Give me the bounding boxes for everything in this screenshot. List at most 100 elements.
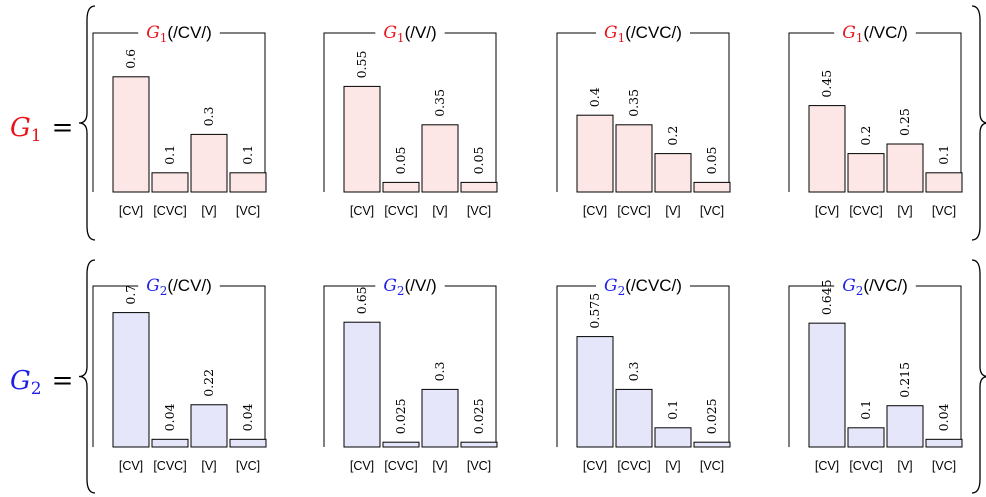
panel-title-symbol: G <box>604 276 618 296</box>
category-label: [V] <box>201 459 216 473</box>
category-label: [VC] <box>467 459 491 473</box>
bar-value-label: 0.1 <box>858 400 873 420</box>
category-label: [VC] <box>932 204 956 218</box>
panel-title-subscript: 2 <box>856 284 864 298</box>
panel-title-argument: (/V/) <box>405 23 437 42</box>
equals-sign: = <box>52 366 74 396</box>
bar-value-label: 0.25 <box>897 108 912 136</box>
bar-value-label: 0.35 <box>432 89 447 117</box>
category-label: [CVC] <box>849 204 882 218</box>
bar <box>460 441 498 448</box>
bar <box>615 124 653 193</box>
category-label: [V] <box>897 459 912 473</box>
bar-value-label: 0.4 <box>587 87 602 107</box>
bar <box>808 322 846 448</box>
left-brace <box>78 259 96 494</box>
bar-value-label: 0.025 <box>393 398 408 434</box>
right-brace <box>971 259 986 494</box>
panel-frame <box>92 285 266 447</box>
category-label: [CV] <box>815 459 839 473</box>
bar <box>460 181 498 193</box>
panel-title-subscript: 1 <box>618 31 626 45</box>
bar-value-label: 0.55 <box>354 51 369 79</box>
panel-title-symbol: G <box>842 276 856 296</box>
row-label-symbol: G <box>10 366 31 396</box>
row-label-subscript: 2 <box>31 379 42 399</box>
bar <box>190 133 228 193</box>
bar-chart-panel: G2(/VC/) 0.645 [CV] 0.1 [CVC] 0.215 [V] 0.04 [VC… <box>788 276 963 473</box>
bar <box>615 388 653 448</box>
bar <box>343 321 381 448</box>
category-label: [CV] <box>119 204 143 218</box>
bar-value-label: 0.04 <box>162 403 177 431</box>
bar <box>808 105 846 193</box>
right-brace <box>971 5 986 241</box>
panel-title: G1(/CV/) <box>146 23 212 45</box>
bar-value-label: 0.645 <box>819 279 834 315</box>
bar <box>576 114 614 193</box>
bar-value-label: 0.3 <box>626 361 641 381</box>
panel-title-symbol: G <box>146 23 160 43</box>
panel-title-symbol: G <box>383 23 397 43</box>
bar <box>343 85 381 193</box>
bar-value-label: 0.1 <box>665 400 680 420</box>
panel-title: G2(/VC/) <box>842 276 908 298</box>
bar-value-label: 0.05 <box>393 147 408 175</box>
bar <box>693 181 731 193</box>
bar <box>847 427 885 448</box>
category-label: [V] <box>665 204 680 218</box>
category-label: [CVC] <box>849 459 882 473</box>
category-label: [CVC] <box>384 459 417 473</box>
bar <box>576 336 614 448</box>
panel-frame <box>92 32 266 192</box>
bar <box>229 172 267 193</box>
bar-value-label: 0.22 <box>201 369 216 397</box>
category-label: [CV] <box>583 459 607 473</box>
bar <box>421 124 459 193</box>
row-label-symbol: G <box>10 113 31 143</box>
bar <box>151 172 189 193</box>
bar-value-label: 0.575 <box>587 293 602 329</box>
category-label: [VC] <box>932 459 956 473</box>
category-label: [V] <box>432 459 447 473</box>
bar-value-label: 0.7 <box>123 285 138 305</box>
panel-frame <box>556 285 730 447</box>
bar-chart-panel: G1(/CV/) 0.6 [CV] 0.1 [CVC] 0.3 [V] 0.1 [VC] <box>92 23 267 218</box>
bar <box>654 153 692 193</box>
bar <box>925 438 963 448</box>
category-label: [V] <box>201 204 216 218</box>
bar-value-label: 0.65 <box>354 286 369 314</box>
category-label: [CVC] <box>153 459 186 473</box>
panel-title: G2(/CV/) <box>146 276 212 298</box>
bar <box>847 153 885 193</box>
category-label: [CV] <box>350 204 374 218</box>
panel-title-subscript: 2 <box>397 284 405 298</box>
bar <box>112 312 150 448</box>
panel-title-symbol: G <box>146 276 160 296</box>
bar <box>382 181 420 193</box>
bar-value-label: 0.05 <box>704 147 719 175</box>
row-label-subscript: 1 <box>31 126 42 146</box>
panel-title-subscript: 2 <box>160 284 168 298</box>
panel-frame <box>323 32 497 192</box>
bar-value-label: 0.215 <box>897 362 912 398</box>
bar-chart-panel: G2(/CVC/)0.575[CV]0.3[CVC]0.1[V]0.025[VC… <box>556 276 731 473</box>
bar <box>925 172 963 193</box>
category-label: [V] <box>897 204 912 218</box>
bar-value-label: 0.1 <box>162 145 177 165</box>
row-label: G1 = <box>10 113 73 146</box>
category-label: [VC] <box>236 204 260 218</box>
row-label: G2 = <box>10 366 73 399</box>
category-label: [CV] <box>119 459 143 473</box>
category-label: [VC] <box>236 459 260 473</box>
equals-sign: = <box>52 113 74 143</box>
bar-value-label: 0.04 <box>240 403 255 431</box>
category-label: [CVC] <box>384 204 417 218</box>
bar <box>886 405 924 448</box>
bar <box>151 438 189 448</box>
bar-chart-panel: G1(/CVC/) 0.4 [CV] 0.35 [CVC] 0.2 [V] 0.05 [VC] <box>556 23 731 218</box>
bar-value-label: 0.3 <box>432 361 447 381</box>
bar <box>382 441 420 448</box>
panel-frame <box>556 32 730 192</box>
bar-value-label: 0.1 <box>936 145 951 165</box>
